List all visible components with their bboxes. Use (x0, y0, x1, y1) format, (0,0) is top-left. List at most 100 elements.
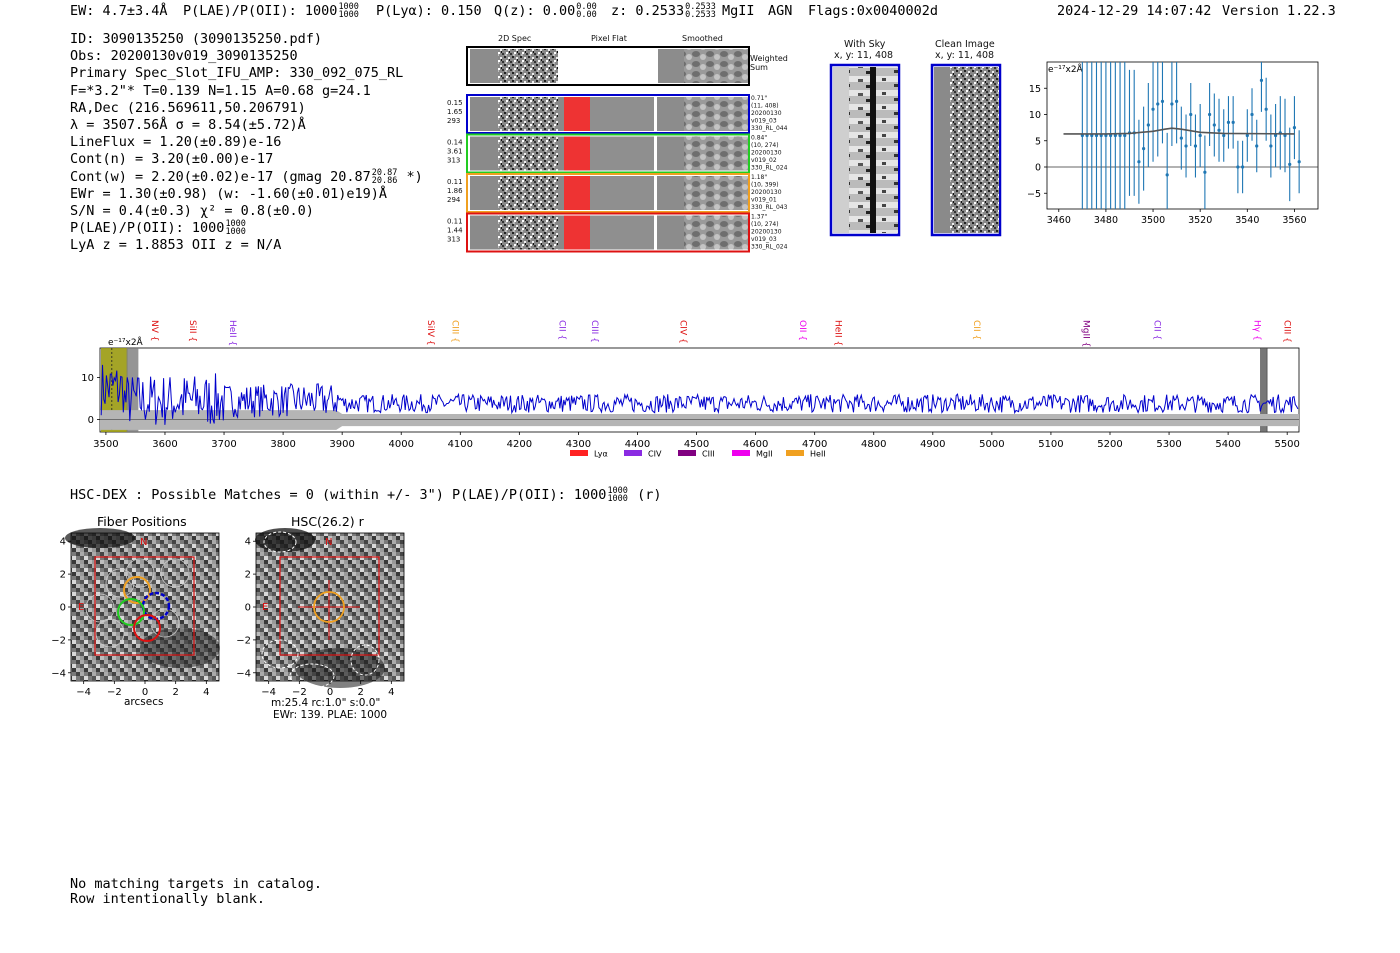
hsc-xtick-label: 4 (388, 687, 394, 698)
info-plae: P(LAE)/P(OII): 1000 1000 1000 (70, 219, 246, 238)
hsc-ytick-label: 0 (245, 603, 251, 614)
hsc-xtick-label: 0 (327, 687, 333, 698)
hsc-ytick-label: 4 (245, 537, 251, 548)
legend-label: Lyα (594, 450, 608, 459)
spectrum-xtick-label: 5300 (1156, 439, 1181, 450)
legend-label: CIV (648, 450, 662, 459)
cutout-left-text: 0.14 (447, 139, 463, 147)
header-line: MgII (722, 3, 755, 19)
cutout-pixel-flat (590, 176, 654, 210)
cutout-gap (558, 97, 564, 131)
zoom-data-point (1156, 102, 1160, 106)
lya-gray-band (126, 348, 139, 432)
cutout-pixel-flat (590, 215, 654, 250)
zoom-ytick-label: 5 (1035, 136, 1041, 147)
cutout-right-text: v019_02 (751, 157, 777, 164)
legend-label: MgII (756, 450, 773, 459)
emission-line-label: CIII { (1281, 320, 1291, 343)
cutout-right-text: v019_01 (751, 197, 777, 204)
hsc-xtick-label: 2 (357, 687, 363, 698)
spectrum-ytick-label: 0 (88, 415, 94, 426)
header-flags: Flags:0x0040002d (808, 3, 939, 19)
info-fparams: F=*3.2"* T=0.139 N=1.15 A=0.68 g=24.1 (70, 82, 371, 99)
col-2d-spec: 2D Spec (498, 34, 532, 43)
zoom-data-point (1142, 147, 1146, 151)
zoom-data-point (1193, 144, 1198, 148)
spectrum-xtick-label: 3500 (93, 439, 118, 450)
zoom-fit-line (1063, 127, 1295, 135)
zoom-data-point (1160, 99, 1165, 103)
zoom-data-point (1189, 112, 1193, 117)
zoom-data-point (1170, 102, 1174, 106)
spectrum-xtick-label: 4700 (802, 439, 827, 450)
cutout-lya-band (564, 97, 590, 131)
legend-swatch (624, 450, 642, 456)
hsc-ewr-line: EWr: 139. PLAE: 1000 (273, 709, 388, 721)
spectrum-xtick-label: 3700 (211, 439, 236, 450)
zoom-xtick-label: 3460 (1047, 215, 1071, 226)
spectrum-xtick-label: 3900 (329, 439, 354, 450)
zoom-xtick-label: 3520 (1188, 215, 1212, 226)
hsc-mag-line: m:25.4 rc:1.0" s:0.0" (271, 697, 381, 709)
zoom-data-point (1269, 144, 1273, 148)
cutout-right-text: 1.37" (751, 214, 767, 221)
cutout-smooth-strip (657, 136, 684, 171)
cutout-left-text: 293 (447, 117, 460, 125)
info-lyaz: LyA z = 1.8853 OII z = N/A (70, 237, 282, 254)
hsc-title: HSC(26.2) r (291, 514, 364, 529)
zoom-data-point (1288, 162, 1292, 166)
zoom-data-point (1297, 160, 1301, 164)
hsc-ytick-label: −4 (51, 668, 66, 679)
cutout-right-text: (10, 274) (751, 142, 779, 149)
zoom-data-point (1113, 133, 1117, 138)
zoom-xtick-label: 3500 (1141, 215, 1165, 226)
emission-line-label: CIV { (678, 320, 688, 344)
hsc-ytick-label: 2 (60, 570, 66, 581)
cutout-pixel-flat (590, 97, 654, 131)
hsc-xtick-label: 2 (172, 687, 178, 698)
weighted-sum-row (466, 46, 750, 86)
cutout-gap (558, 136, 564, 171)
header-datetime: 2024-12-29 14:07:42 (1057, 3, 1212, 19)
zoom-data-point (1198, 133, 1202, 138)
zoom-data-point (1146, 123, 1150, 127)
info-slot: Primary Spec_Slot_IFU_AMP: 330_092_075_R… (70, 65, 404, 82)
spectrum-ytick-label: 10 (81, 373, 94, 384)
zoom-data-point (1184, 144, 1188, 148)
emission-line-label: HeII { (832, 320, 842, 346)
legend-swatch (678, 450, 696, 456)
header-plya: P(Lyα): 0.150 (376, 3, 482, 19)
spectrum-xtick-label: 4800 (861, 439, 886, 450)
cutout-lya-band (564, 176, 590, 210)
emission-line-label: CII { (971, 320, 981, 340)
hsc-ytick-label: −2 (236, 635, 251, 646)
zoom-data-point (1179, 136, 1183, 140)
cutout-left-text: 0.15 (447, 99, 463, 107)
zoom-data-point (1259, 78, 1264, 82)
zoom-data-point (1123, 133, 1127, 138)
emission-line-label: Hγ { (1252, 320, 1262, 341)
info-lambda: λ = 3507.56Å σ = 8.54(±5.72)Å (70, 117, 306, 134)
cutout-right-text: 330_RL_044 (751, 125, 788, 132)
zoom-data-point (1203, 170, 1207, 174)
hsc-panels: N E N E −4 4 −2 2 0 0 2 −2 4 −4 −4 4 −2 2 0 0 2 −2 4 −4 (51, 528, 405, 698)
emission-line-label: SiIV { (425, 320, 435, 346)
cutout-left-text: 3.61 (447, 148, 463, 156)
cutout-smoothed (684, 215, 748, 250)
zoom-data-point (1118, 133, 1122, 138)
header-ew: EW: 4.7±3.4Å (70, 3, 168, 19)
fiber-positions-title: Fiber Positions (97, 514, 187, 529)
hsc-ytick-label: 2 (245, 570, 251, 581)
spectrum-unit: e⁻¹⁷x2Å (108, 336, 144, 348)
cutout-left-text: 1.65 (447, 108, 463, 116)
zoom-data-point (1283, 133, 1287, 138)
clean-image-xy: x, y: 11, 408 (935, 50, 995, 61)
zoom-data-point (1151, 107, 1155, 111)
legend-swatch (732, 450, 750, 456)
cutout-right-text: 330_RL_043 (751, 204, 788, 211)
legend-label: CIII (702, 450, 715, 459)
cutout-left-strip (470, 176, 498, 210)
header-plae: P(LAE)/P(OII): 1000 1000 1000 (183, 2, 359, 20)
cutout-left-text: 0.11 (447, 218, 463, 226)
